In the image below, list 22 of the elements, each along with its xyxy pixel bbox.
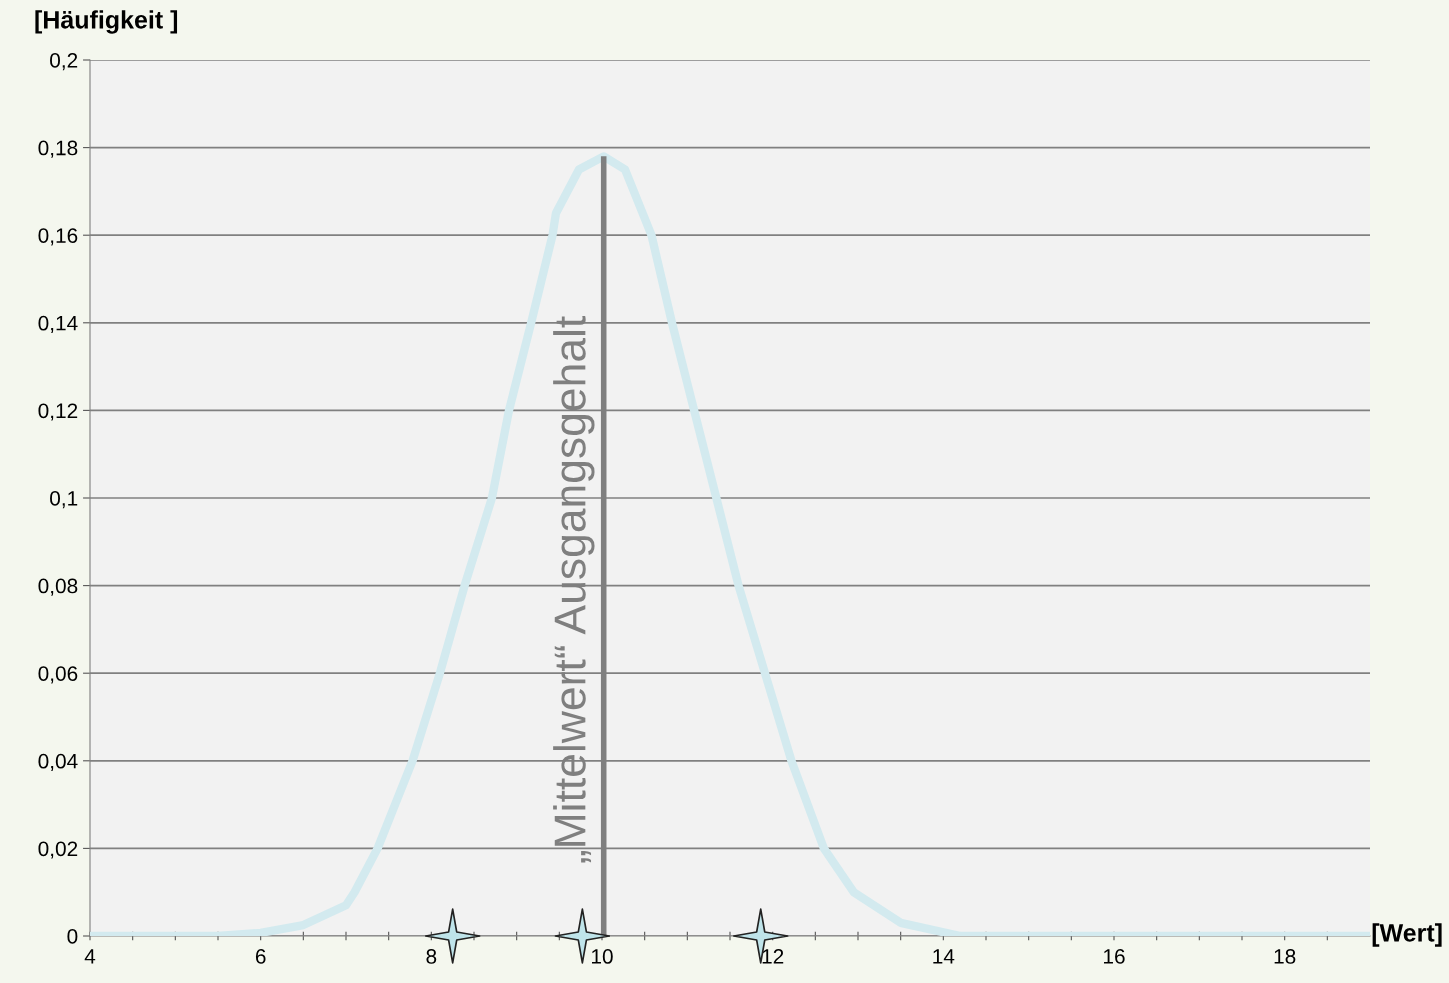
y-tick-label: 0,04 bbox=[38, 753, 78, 772]
y-tick-label: 0 bbox=[67, 929, 78, 944]
x-axis-title: [Wert] bbox=[1372, 923, 1442, 947]
y-tick-label: 0,16 bbox=[38, 228, 78, 246]
x-tick-label: 8 bbox=[426, 949, 437, 964]
y-axis-title: [Häufigkeit ] bbox=[35, 10, 178, 34]
y-tick-label: 0,18 bbox=[38, 140, 78, 158]
y-tick-label: 0,1 bbox=[50, 491, 78, 509]
y-tick-label: 0,06 bbox=[38, 666, 78, 684]
x-tick-label: 16 bbox=[1104, 949, 1125, 964]
y-tick-label: 0,08 bbox=[38, 578, 78, 596]
x-tick-label: 10 bbox=[592, 949, 613, 964]
x-tick-label: 6 bbox=[255, 949, 266, 964]
x-tick-label: 4 bbox=[84, 949, 96, 964]
y-tick-label: 0,02 bbox=[38, 841, 78, 859]
x-tick-label: 12 bbox=[762, 949, 784, 964]
x-tick-label: 18 bbox=[1274, 949, 1296, 964]
x-tick-label: 14 bbox=[933, 949, 955, 964]
ref-line-label: „Mittelwert“ Ausgangsgehalt bbox=[553, 316, 595, 863]
y-tick-label: 0,14 bbox=[38, 315, 78, 334]
y-tick-label: 0,2 bbox=[50, 53, 78, 71]
y-tick-label: 0,12 bbox=[38, 403, 78, 421]
